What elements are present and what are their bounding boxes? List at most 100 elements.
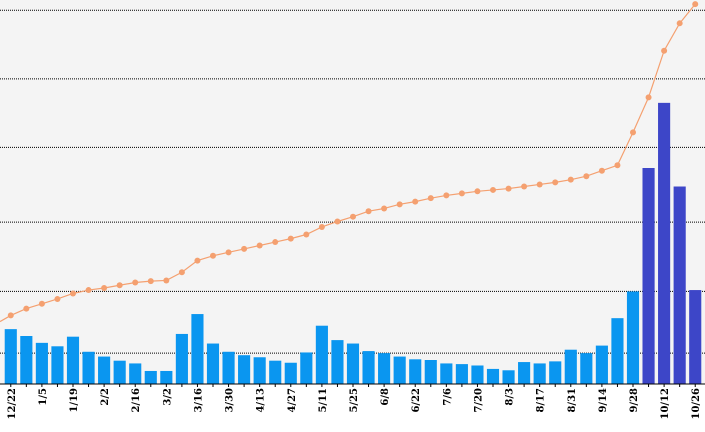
line-point: [381, 205, 388, 212]
line-point: [567, 176, 574, 183]
line-point: [70, 290, 76, 297]
bar: [626, 291, 640, 384]
line-point: [474, 188, 481, 195]
line-point: [178, 269, 185, 276]
line-point: [147, 278, 154, 285]
bar: [35, 342, 48, 384]
bar: [689, 290, 702, 384]
line-point: [443, 192, 450, 199]
line-point: [38, 300, 45, 307]
line-point: [194, 257, 201, 264]
line-point: [350, 213, 356, 220]
line-point: [101, 285, 108, 291]
bar: [129, 363, 142, 384]
x-tick-label: 3/2: [162, 388, 173, 406]
x-tick-label: 10/12: [660, 388, 671, 420]
line-path: [0, 3, 696, 323]
x-tick-label: 7/6: [442, 388, 453, 406]
plot-background: [0, 0, 705, 384]
line-point: [396, 201, 403, 208]
bar: [253, 357, 266, 384]
bar: [533, 363, 546, 384]
x-tick-label: 10/26: [691, 388, 702, 420]
bar: [518, 362, 531, 384]
x-tick-label: 8/17: [536, 388, 547, 413]
bar: [580, 353, 593, 384]
line-point: [132, 279, 139, 286]
bar: [222, 351, 235, 384]
line-point: [536, 181, 543, 188]
bar: [315, 325, 328, 384]
bar: [20, 336, 33, 384]
line-point: [676, 20, 683, 27]
bar: [440, 363, 453, 384]
bar: [284, 362, 297, 384]
x-tick-label: 12/22: [7, 388, 18, 420]
line-point: [505, 185, 512, 192]
bar: [673, 186, 686, 384]
bar: [238, 355, 251, 384]
bar: [642, 168, 655, 384]
bar: [82, 351, 95, 384]
x-tick-label: 2/16: [131, 388, 142, 413]
line-point: [54, 295, 61, 302]
bar: [455, 364, 468, 384]
bar: [549, 361, 562, 384]
line-point: [241, 245, 248, 252]
line-point: [614, 162, 621, 169]
x-tick-label: 3/30: [225, 388, 236, 413]
line-point: [334, 218, 341, 225]
bar: [471, 365, 484, 384]
line-point: [521, 183, 528, 190]
line-point: [692, 1, 699, 8]
x-tick-labels: 12/22 1/5 1/19 2/2 2/16 3/2 3/16 3/30 4/13 4/27 5/…: [7, 384, 702, 419]
line-point: [116, 282, 123, 289]
line-point: [630, 129, 636, 136]
line-point: [598, 167, 605, 174]
bar: [658, 102, 671, 385]
line-point: [7, 312, 14, 319]
x-tick-label: 7/20: [473, 388, 484, 413]
bar: [331, 340, 344, 384]
x-tick-label: 2/2: [100, 388, 111, 406]
bar: [160, 370, 173, 384]
bar: [595, 345, 608, 384]
bar: [191, 314, 204, 384]
bar: [4, 329, 17, 384]
line-point: [645, 94, 652, 101]
line-point: [287, 235, 294, 242]
bar: [51, 346, 64, 384]
bar: [206, 343, 220, 384]
line-point: [303, 231, 310, 238]
bar: [300, 352, 313, 384]
bar: [346, 343, 360, 384]
bar: [113, 360, 126, 384]
line-point: [583, 173, 590, 180]
bar: [502, 370, 515, 384]
line-point: [210, 252, 216, 259]
line-point: [23, 305, 30, 312]
line-point: [412, 198, 419, 205]
bar: [362, 351, 375, 384]
x-tick-label: 9/14: [598, 388, 609, 413]
x-tick-label: 4/13: [256, 388, 267, 413]
line-point: [318, 223, 325, 230]
line-series: [0, 1, 699, 323]
bar: [611, 318, 624, 384]
x-tick-label: 6/22: [411, 388, 422, 413]
x-tick-label: 9/28: [629, 388, 640, 413]
bar: [144, 370, 157, 384]
bar: [486, 368, 500, 384]
x-tick-label: 1/5: [38, 388, 49, 406]
bar: [564, 349, 577, 384]
bar: [66, 336, 80, 384]
x-tick-label: 8/3: [505, 388, 516, 406]
line-point: [163, 277, 170, 284]
bar-series: [4, 102, 702, 385]
bar: [409, 359, 422, 384]
x-tick-label: 4/27: [287, 388, 298, 413]
x-tick-label: 5/25: [349, 388, 360, 413]
line-point: [365, 208, 372, 215]
x-tick-label: 6/8: [380, 388, 391, 406]
